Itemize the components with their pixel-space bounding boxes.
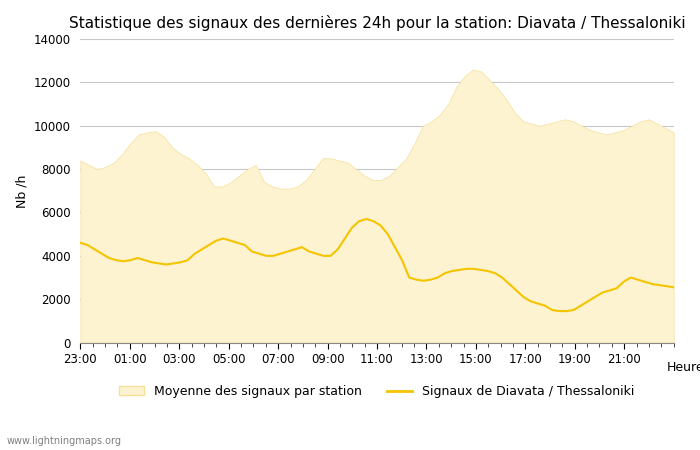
Legend: Moyenne des signaux par station, Signaux de Diavata / Thessaloniki: Moyenne des signaux par station, Signaux… bbox=[114, 380, 640, 403]
Title: Statistique des signaux des dernières 24h pour la station: Diavata / Thessalonik: Statistique des signaux des dernières 24… bbox=[69, 15, 685, 31]
Y-axis label: Nb /h: Nb /h bbox=[15, 174, 28, 207]
X-axis label: Heure: Heure bbox=[666, 361, 700, 374]
Text: www.lightningmaps.org: www.lightningmaps.org bbox=[7, 436, 122, 446]
